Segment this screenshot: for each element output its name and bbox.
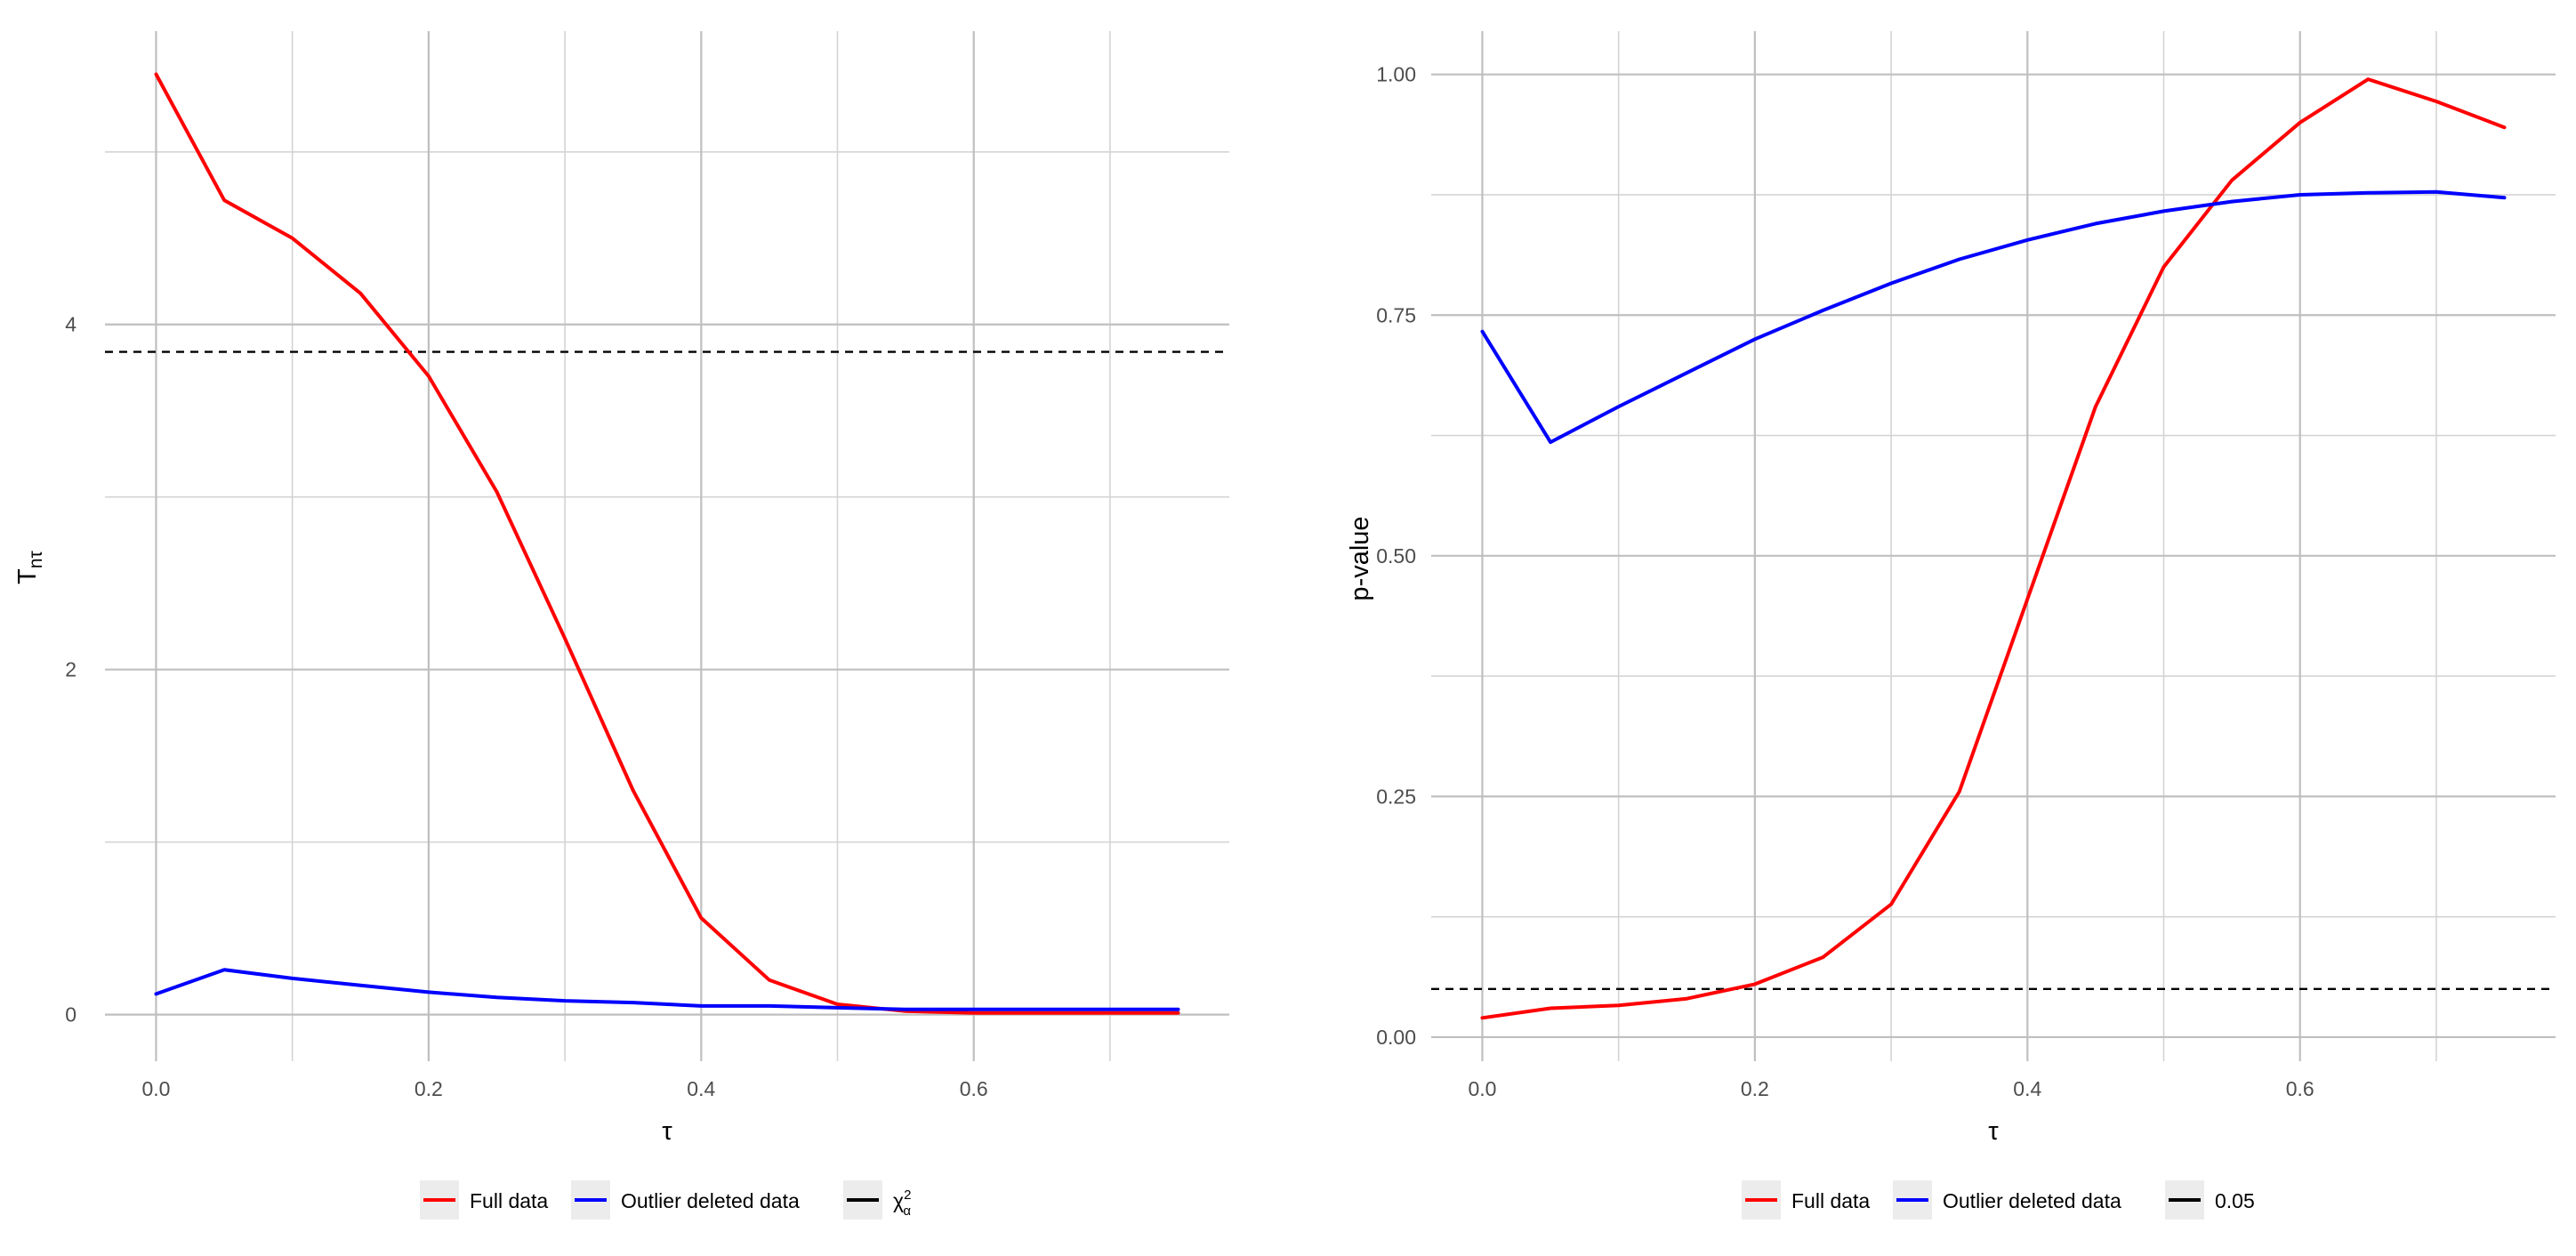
y-tick-label: 0.75 xyxy=(1376,303,1416,326)
series-line-full-data xyxy=(1480,77,2507,1020)
y-tick-label: 0 xyxy=(65,1003,76,1027)
y-tick-label: 0.50 xyxy=(1376,544,1416,568)
y-axis-title: p-value xyxy=(1346,516,1374,600)
x-tick-label: 0.6 xyxy=(960,1077,988,1100)
series-line-full-data xyxy=(154,72,1180,1015)
gridlines xyxy=(105,31,1229,1061)
legend-label: 0.05 xyxy=(2215,1189,2255,1212)
y-tick-label: 2 xyxy=(65,658,76,681)
legend-label: Outlier deleted data xyxy=(621,1189,800,1212)
gridlines xyxy=(1431,31,2556,1061)
x-tick-label: 0.6 xyxy=(2286,1077,2314,1100)
legend: Full data Outlier deleted data 0.05 xyxy=(1742,1180,2255,1220)
x-tick-label: 0.0 xyxy=(1468,1077,1496,1100)
y-tick-label: 0.00 xyxy=(1376,1026,1416,1049)
left-panel-test-statistic: 0.0 0.2 0.4 0.6 0 2 4 τ Tnτ Full data Outlier dele… xyxy=(13,31,1229,1220)
x-tick-label: 0.2 xyxy=(1741,1077,1769,1100)
x-tick-label: 0.4 xyxy=(687,1077,715,1100)
x-tick-label: 0.4 xyxy=(2013,1077,2041,1100)
series-line-outlier-deleted-data xyxy=(1480,189,2507,445)
y-tick-label: 4 xyxy=(65,313,76,336)
y-tick-label: 0.25 xyxy=(1376,785,1416,808)
legend: Full data Outlier deleted data χ2 α xyxy=(420,1180,911,1220)
x-axis-title: τ xyxy=(1988,1117,1999,1146)
y-tick-label: 1.00 xyxy=(1376,63,1416,86)
legend-label: Full data xyxy=(1791,1189,1870,1212)
x-axis-title: τ xyxy=(662,1117,672,1146)
x-tick-label: 0.0 xyxy=(141,1077,170,1100)
right-panel-p-value: 0.0 0.2 0.4 0.6 0.00 0.25 0.50 0.75 1.00 τ p-value… xyxy=(1346,31,2556,1220)
series-line-outlier-deleted-data xyxy=(154,968,1180,1011)
x-tick-label: 0.2 xyxy=(415,1077,443,1100)
legend-label: χ2 α xyxy=(893,1188,911,1219)
legend-label: Outlier deleted data xyxy=(1943,1189,2121,1212)
y-axis-title: Tnτ xyxy=(13,550,46,584)
legend-label: Full data xyxy=(470,1189,548,1212)
